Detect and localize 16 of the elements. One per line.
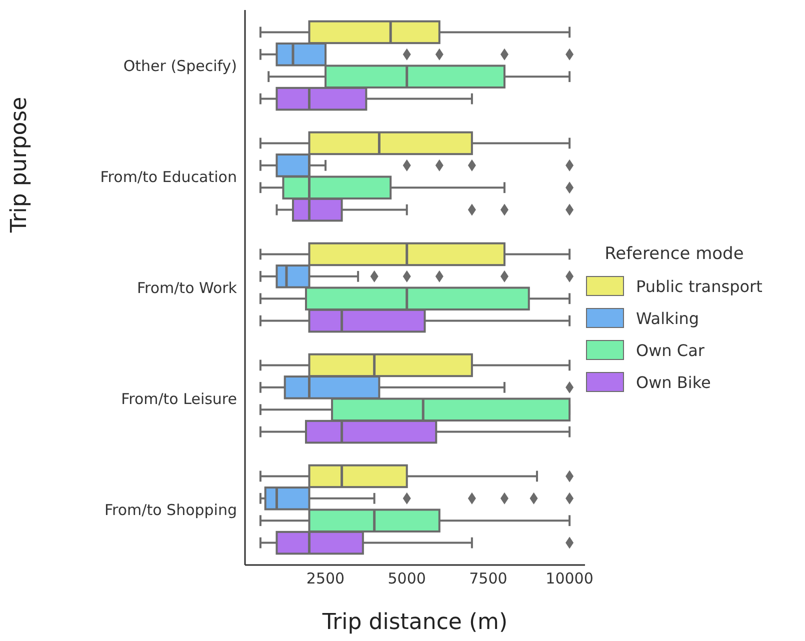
- x-tick-label: 5000: [388, 570, 426, 588]
- legend-label: Walking: [636, 308, 700, 328]
- y-axis-title: Trip purpose: [6, 96, 32, 234]
- x-tick-label: 2500: [306, 570, 345, 588]
- y-tick-label: From/to Work: [136, 278, 238, 297]
- x-axis-title: Trip distance (m): [321, 610, 508, 635]
- legend-label: Own Bike: [636, 372, 711, 392]
- legend-label: Public transport: [636, 276, 762, 296]
- legend-label: Own Car: [636, 340, 704, 360]
- y-tick-label: From/to Leisure: [121, 390, 237, 408]
- x-tick-label: 10000: [546, 570, 594, 588]
- x-tick-label: 7500: [469, 570, 508, 588]
- y-tick-label: From/to Education: [100, 168, 237, 186]
- y-tick-label: From/to Shopping: [104, 500, 237, 519]
- y-tick-label: Other (Specify): [123, 56, 237, 75]
- legend-title: Reference mode: [604, 244, 745, 264]
